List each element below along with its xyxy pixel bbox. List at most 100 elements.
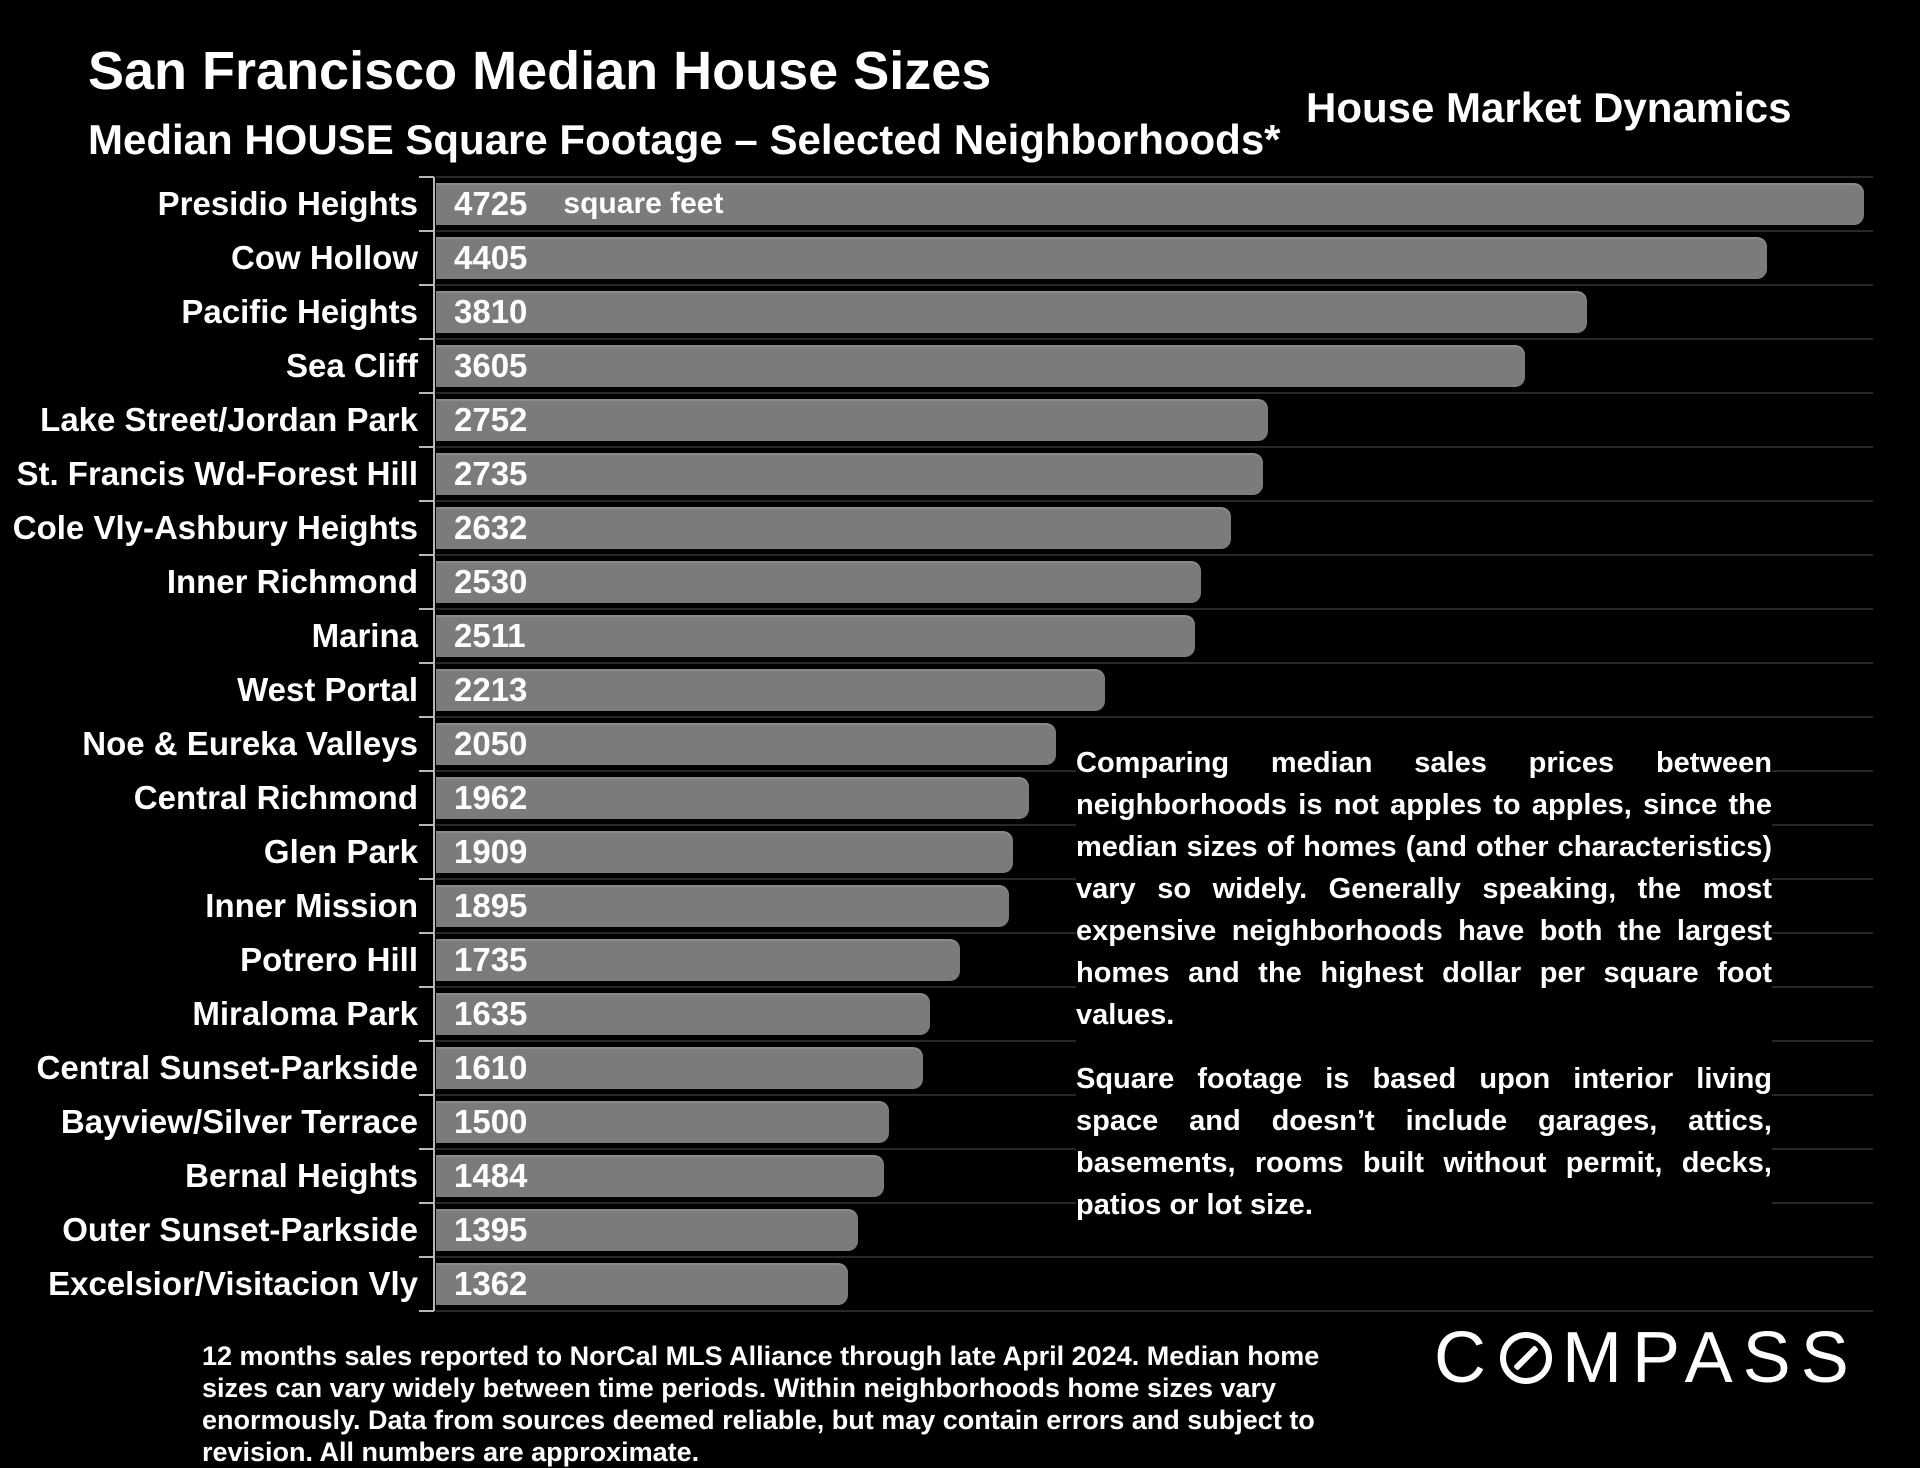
- axis-tick: [419, 662, 434, 664]
- row-separator-line: [436, 338, 1873, 340]
- axis-tick: [419, 1094, 434, 1096]
- compass-logo: C MPASS: [1434, 1318, 1859, 1398]
- logo-letter-c: C: [1434, 1318, 1496, 1398]
- axis-tick: [419, 338, 434, 340]
- bar: 2050: [436, 723, 1056, 765]
- bar: 2735: [436, 453, 1263, 495]
- category-label: Miraloma Park: [192, 995, 418, 1032]
- value-label: 2530: [454, 563, 528, 600]
- compass-needle-icon: [1500, 1332, 1552, 1384]
- bar: 2213: [436, 669, 1105, 711]
- chart-row: Central Sunset-Parkside 1610: [0, 1041, 1920, 1095]
- bar: 1500: [436, 1101, 889, 1143]
- unit-label: square feet: [563, 187, 724, 220]
- bar: 2530: [436, 561, 1201, 603]
- value-label: 1909: [454, 833, 528, 870]
- value-label: 2632: [454, 509, 528, 546]
- row-separator-line: [436, 176, 1873, 178]
- bar: 1962: [436, 777, 1029, 819]
- chart-row: West Portal 2213: [0, 663, 1920, 717]
- bar: 3605: [436, 345, 1525, 387]
- value-label: 1895: [454, 887, 528, 924]
- category-label: Lake Street/Jordan Park: [40, 401, 418, 438]
- value-label: 1500: [454, 1103, 528, 1140]
- axis-tick: [419, 824, 434, 826]
- chart-row: Central Richmond 1962: [0, 771, 1920, 825]
- axis-tick: [419, 770, 434, 772]
- commentary-paragraph-2: Square footage is based upon interior li…: [1076, 1063, 1772, 1221]
- chart-row: Cow Hollow 4405: [0, 231, 1920, 285]
- category-label: Cole Vly-Ashbury Heights: [12, 509, 418, 546]
- category-label: Marina: [311, 617, 418, 654]
- bar: 4725 square feet: [436, 183, 1864, 225]
- chart-row: Lake Street/Jordan Park 2752: [0, 393, 1920, 447]
- page-title: San Francisco Median House Sizes: [88, 41, 992, 101]
- axis-tick: [419, 500, 434, 502]
- chart-row: Presidio Heights 4725 square feet: [0, 177, 1920, 231]
- bar: 1635: [436, 993, 930, 1035]
- category-label: Excelsior/Visitacion Vly: [48, 1265, 418, 1302]
- row-separator-line: [436, 284, 1873, 286]
- bar: 1909: [436, 831, 1013, 873]
- bar: 2752: [436, 399, 1268, 441]
- page-subtitle: Median HOUSE Square Footage – Selected N…: [88, 116, 1281, 163]
- category-label: St. Francis Wd-Forest Hill: [16, 455, 418, 492]
- bar: 1484: [436, 1155, 884, 1197]
- category-label: Central Sunset-Parkside: [36, 1049, 418, 1086]
- axis-tick: [419, 392, 434, 394]
- category-label: Pacific Heights: [181, 293, 418, 330]
- chart-row: Potrero Hill 1735: [0, 933, 1920, 987]
- row-separator-line: [436, 554, 1873, 556]
- value-label: 4405: [454, 239, 528, 276]
- row-separator-line: [436, 446, 1873, 448]
- axis-tick: [419, 284, 434, 286]
- bar: 2511: [436, 615, 1195, 657]
- bar: 1735: [436, 939, 960, 981]
- bar-chart: Presidio Heights 4725 square feet Cow Hollo…: [0, 176, 1920, 1312]
- chart-row: Noe & Eureka Valleys 2050: [0, 717, 1920, 771]
- axis-tick: [419, 1310, 434, 1312]
- category-label: Central Richmond: [133, 779, 418, 816]
- value-label: 1362: [454, 1265, 528, 1302]
- category-label: Noe & Eureka Valleys: [82, 725, 418, 762]
- value-label: 2213: [454, 671, 528, 708]
- category-label: Sea Cliff: [285, 347, 418, 384]
- header-right-title: House Market Dynamics: [1306, 84, 1792, 131]
- commentary-block: Comparing median sales prices between ne…: [1076, 742, 1772, 1226]
- axis-tick: [419, 932, 434, 934]
- category-label: Inner Mission: [205, 887, 418, 924]
- value-label: 1395: [454, 1211, 528, 1248]
- value-label: 2752: [454, 401, 528, 438]
- bar: 1895: [436, 885, 1009, 927]
- bar: 1362: [436, 1263, 848, 1305]
- chart-row: Inner Mission 1895: [0, 879, 1920, 933]
- row-separator-line: [436, 1310, 1873, 1312]
- value-label: 2511: [454, 617, 526, 654]
- chart-row: Bernal Heights 1484: [0, 1149, 1920, 1203]
- chart-row: Sea Cliff 3605: [0, 339, 1920, 393]
- axis-tick: [419, 554, 434, 556]
- chart-row: Bayview/Silver Terrace 1500: [0, 1095, 1920, 1149]
- category-label: Glen Park: [263, 833, 418, 870]
- axis-tick: [419, 1202, 434, 1204]
- axis-tick: [419, 986, 434, 988]
- logo-letters-mpass: MPASS: [1562, 1318, 1859, 1398]
- y-axis-line: [433, 177, 435, 1311]
- bar: 1395: [436, 1209, 858, 1251]
- row-separator-line: [436, 230, 1873, 232]
- value-label: 3810: [454, 293, 528, 330]
- value-label: 2050: [454, 725, 528, 762]
- category-label: Outer Sunset-Parkside: [62, 1211, 418, 1248]
- row-separator-line: [436, 1256, 1873, 1258]
- value-label: 1484: [454, 1157, 528, 1194]
- bar: 1610: [436, 1047, 923, 1089]
- axis-tick: [419, 878, 434, 880]
- chart-row: Inner Richmond 2530: [0, 555, 1920, 609]
- value-label: 1962: [454, 779, 528, 816]
- category-label: West Portal: [237, 671, 418, 708]
- value-label: 3605: [454, 347, 528, 384]
- row-separator-line: [436, 500, 1873, 502]
- axis-tick: [419, 446, 434, 448]
- chart-row: Marina 2511: [0, 609, 1920, 663]
- commentary-paragraph-1: Comparing median sales prices between ne…: [1076, 747, 1772, 1031]
